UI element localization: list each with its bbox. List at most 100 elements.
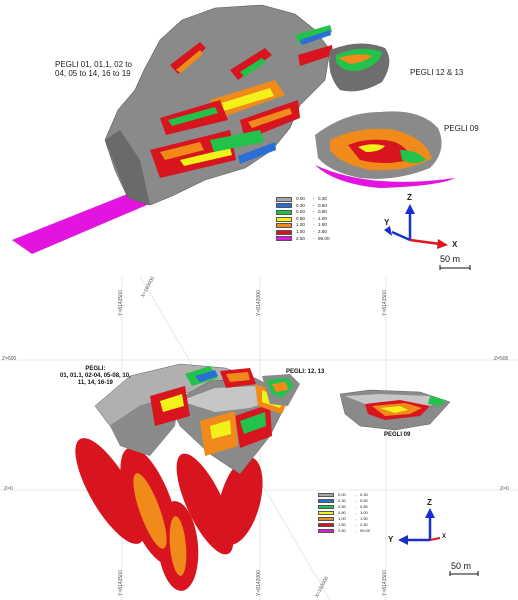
legend-low: 1.50 (338, 522, 346, 527)
legend-swatch (276, 229, 292, 235)
z-axis-label: Z (427, 498, 432, 507)
legend-low: 2.50 (338, 528, 346, 533)
grid-label-z500-right: Z=500 (494, 356, 509, 362)
lens-6-orange (133, 473, 167, 549)
legend-row: 0.50-0.80 (318, 504, 376, 510)
legend-swatch (276, 203, 292, 209)
x-axis-label: X (452, 240, 458, 249)
main-orebody-shadow (105, 130, 150, 205)
legend-high: 0.50 (360, 498, 368, 503)
legend-swatch (276, 209, 292, 215)
grade-band-13 (248, 108, 292, 128)
legend-swatch (318, 498, 334, 504)
pegli-09-rim (315, 165, 455, 188)
pegli-main-label-line2: 01, 01.1, 02-04, 05-08, 10, (60, 373, 131, 379)
pegli-12-13-label: PEGLI: 12, 13 (286, 369, 325, 375)
grid-label-top-1: Y=8142500 (118, 290, 124, 316)
grid-label-z500-left: Z=500 (2, 356, 17, 362)
bottom-orebody-drawing (0, 276, 518, 600)
y-axis-arrow (398, 535, 408, 545)
legend-high: 99.00 (318, 235, 330, 241)
legend-high: 1.00 (360, 510, 368, 515)
y-axis-label: Y (388, 535, 394, 544)
legend-swatch (318, 522, 334, 528)
legend-row: 0.00-0.30 (318, 492, 376, 498)
grade-band-6 (300, 30, 331, 45)
z-axis-label: Z (407, 193, 412, 202)
legend-row: 0.80-1.00 (318, 510, 376, 516)
legend-low: 1.50 (296, 228, 305, 234)
legend-row: 0.00-0.30 (276, 196, 334, 203)
pegli-main-label: PEGLI: 01, 01.1, 02-04, 05-08, 10, 11, 1… (60, 366, 131, 387)
legend-row: 2.50-99.00 (318, 528, 376, 534)
legend-swatch (318, 510, 334, 516)
pegli-main-label-line2: 04, 05 to 14, 16 to 19 (55, 69, 131, 78)
grid-label-bottom-1: Y=8142500 (118, 570, 124, 596)
panel-divider (0, 272, 518, 276)
grid-label-top-3: Y=8142000 (256, 290, 262, 316)
pegli-12-13-label: PEGLI 12 & 13 (410, 68, 464, 77)
legend-low: 0.80 (338, 510, 346, 515)
grid-label-z0-left: Z=0 (4, 486, 13, 492)
grade-band-18 (238, 142, 276, 164)
z-axis-arrow (405, 204, 415, 214)
legend-high: 0.80 (360, 504, 368, 509)
z-axis-arrow (425, 508, 435, 518)
legend-high: 0.30 (318, 196, 327, 201)
legend-row: 0.30-0.50 (318, 498, 376, 504)
y-axis (391, 230, 411, 242)
grade-band-9 (215, 88, 274, 112)
legend-low: 2.50 (296, 235, 305, 241)
legend-low: 0.50 (338, 504, 346, 509)
grade-band-2 (176, 50, 203, 73)
legend-high: 0.50 (318, 202, 327, 208)
grade-band-17 (210, 130, 264, 152)
legend-high: 0.30 (360, 492, 368, 497)
legend-low: 1.00 (338, 516, 346, 521)
pegli-09-grade-yellow (358, 144, 385, 152)
x-axis (429, 537, 441, 541)
scale-bar-label: 50 m (440, 254, 461, 264)
pegli-09-grade-green (428, 396, 446, 406)
legend-low: 0.30 (296, 202, 305, 208)
legend-row: 0.30-0.50 (276, 203, 334, 210)
grade-band-7 (298, 45, 333, 66)
pegli-12-13-grade-orange (272, 382, 288, 392)
pegli-main-label-line3: 11, 14, 16-19 (77, 380, 113, 386)
patch-4 (226, 372, 250, 382)
legend-high: 0.80 (318, 209, 327, 215)
legend-row: 0.50-0.80 (276, 209, 334, 216)
grade-legend: 0.00-0.30 0.30-0.50 0.50-0.80 0.80-1.00 … (276, 196, 334, 242)
legend-low: 0.80 (296, 215, 305, 221)
grade-legend: 0.00-0.30 0.30-0.50 0.50-0.80 0.80-1.00 … (318, 492, 376, 534)
patch-2 (195, 370, 218, 382)
patch-10 (210, 420, 231, 439)
legend-swatch (276, 196, 292, 202)
lens-7-orange (169, 516, 187, 576)
lens-5 (217, 457, 263, 545)
pegli-09-grade-yellow (380, 406, 408, 413)
grade-band-1 (170, 42, 206, 74)
legend-low: 0.00 (296, 196, 305, 201)
scale-bar-label: 50 m (451, 561, 472, 571)
grade-band-15 (160, 142, 204, 160)
main-funnel-center-top (180, 386, 280, 412)
legend-swatch (318, 528, 334, 534)
grid-label-z0-right: Z=0 (500, 486, 509, 492)
legend-row: 0.80-1.00 (276, 216, 334, 223)
legend-swatch (318, 492, 334, 498)
legend-high: 2.50 (360, 522, 368, 527)
x-axis-label: X (442, 534, 447, 540)
pegli-09-label: PEGLI 09 (384, 432, 411, 438)
high-grade-tail-shape (12, 185, 168, 254)
legend-swatch (276, 216, 292, 222)
legend-swatch (318, 516, 334, 522)
y-axis-arrow (384, 226, 392, 236)
legend-swatch (276, 236, 292, 242)
legend-low: 1.00 (296, 222, 305, 228)
legend-low: 0.50 (296, 209, 305, 215)
legend-row: 1.00-1.50 (276, 222, 334, 229)
pegli-main-label-line1: PEGLI: (85, 366, 106, 372)
grade-band-11 (168, 107, 218, 126)
y-axis-label: Y (384, 218, 390, 227)
